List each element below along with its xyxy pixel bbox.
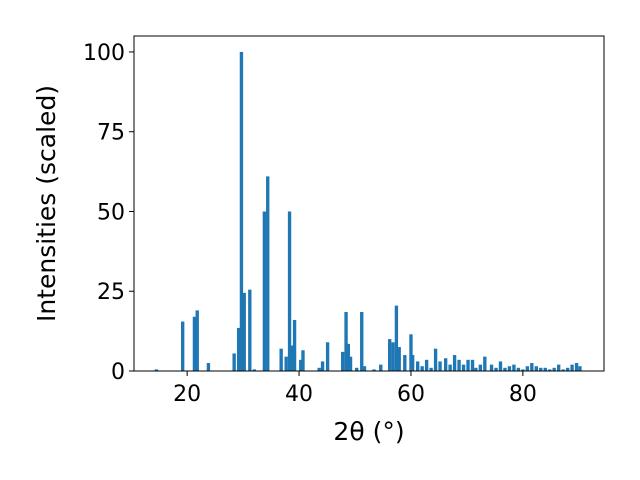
x-tick-label: 60 bbox=[397, 382, 425, 407]
bar bbox=[420, 366, 424, 371]
bar bbox=[341, 351, 345, 371]
bar bbox=[262, 211, 267, 371]
bar bbox=[457, 359, 461, 371]
bar bbox=[409, 334, 413, 371]
bar bbox=[266, 176, 270, 371]
bar bbox=[362, 366, 367, 371]
bar bbox=[483, 356, 487, 371]
bar bbox=[565, 367, 570, 371]
bar bbox=[543, 367, 547, 371]
bar bbox=[443, 358, 448, 371]
y-tick-label: 25 bbox=[97, 280, 125, 305]
bar bbox=[206, 363, 211, 371]
y-tick-label: 75 bbox=[97, 121, 125, 146]
bar bbox=[429, 367, 433, 371]
bar bbox=[397, 347, 401, 371]
bar bbox=[242, 292, 246, 371]
bar bbox=[578, 366, 582, 371]
bar bbox=[548, 369, 552, 371]
y-tick-label: 0 bbox=[111, 360, 125, 385]
bar bbox=[290, 345, 294, 371]
bar bbox=[534, 366, 538, 371]
y-tick-label: 100 bbox=[83, 41, 125, 66]
bar bbox=[181, 321, 185, 371]
bar bbox=[438, 361, 442, 371]
bar bbox=[348, 356, 353, 371]
bar bbox=[498, 361, 503, 371]
bar bbox=[355, 367, 359, 371]
bar bbox=[301, 350, 305, 371]
bar bbox=[570, 364, 574, 371]
bar bbox=[525, 366, 530, 371]
bar bbox=[391, 342, 395, 371]
bar bbox=[503, 367, 507, 371]
bar bbox=[557, 364, 561, 371]
bar bbox=[239, 51, 244, 371]
bar bbox=[192, 316, 197, 371]
bar bbox=[403, 355, 407, 371]
bar bbox=[466, 359, 470, 371]
bar bbox=[232, 353, 236, 371]
bar bbox=[284, 356, 288, 371]
bar bbox=[516, 367, 521, 371]
bar bbox=[452, 355, 457, 371]
bar bbox=[552, 367, 556, 371]
bar bbox=[195, 310, 199, 371]
x-axis-ticks: 20 40 60 80 bbox=[173, 371, 537, 407]
bar bbox=[325, 342, 330, 371]
plot-frame bbox=[133, 35, 605, 372]
bar bbox=[416, 361, 420, 371]
bar bbox=[561, 369, 565, 371]
bar bbox=[470, 359, 475, 371]
x-tick-label: 20 bbox=[173, 382, 201, 407]
bar bbox=[507, 366, 512, 371]
bar bbox=[461, 364, 466, 371]
x-tick-label: 80 bbox=[509, 382, 537, 407]
bar bbox=[372, 369, 376, 371]
bar bbox=[299, 359, 303, 371]
bar bbox=[424, 359, 429, 371]
y-axis-ticks: 0 25 50 75 100 bbox=[83, 41, 134, 385]
bar bbox=[394, 305, 399, 371]
bar bbox=[320, 361, 325, 371]
bar bbox=[410, 355, 415, 371]
bars-group bbox=[154, 51, 582, 371]
bar bbox=[287, 211, 292, 371]
x-tick-label: 40 bbox=[285, 382, 313, 407]
bar bbox=[388, 339, 392, 371]
bar bbox=[574, 363, 579, 371]
bar bbox=[494, 367, 498, 371]
bar bbox=[236, 327, 241, 371]
bar bbox=[530, 363, 534, 371]
bar bbox=[360, 311, 364, 371]
bar bbox=[379, 364, 383, 371]
bar bbox=[433, 348, 438, 371]
bar bbox=[317, 367, 321, 371]
bar bbox=[512, 364, 516, 371]
bar bbox=[474, 367, 478, 371]
x-axis-label: 2θ (°) bbox=[333, 417, 404, 446]
bar bbox=[448, 364, 452, 371]
bar bbox=[252, 369, 256, 371]
y-tick-label: 50 bbox=[97, 200, 125, 225]
bar bbox=[344, 311, 348, 371]
bar bbox=[279, 348, 283, 371]
bar bbox=[489, 364, 494, 371]
bar bbox=[154, 369, 159, 371]
bar bbox=[346, 343, 350, 371]
bar bbox=[539, 367, 543, 371]
bar bbox=[292, 319, 297, 371]
bar bbox=[248, 289, 252, 371]
bar bbox=[521, 369, 525, 371]
y-axis-label: Intensities (scaled) bbox=[32, 85, 61, 322]
bar bbox=[478, 364, 483, 371]
